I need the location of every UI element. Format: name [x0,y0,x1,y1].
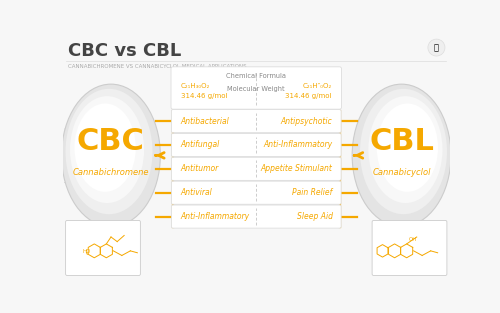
Text: 🌿: 🌿 [434,44,439,53]
Text: CANNABICHROMENE VS CANNABICYCLOL MEDICAL APPLICATIONS: CANNABICHROMENE VS CANNABICYCLOL MEDICAL… [68,64,247,69]
Text: C₂₁H″₀O₂: C₂₁H″₀O₂ [302,83,332,90]
FancyBboxPatch shape [66,220,140,275]
FancyBboxPatch shape [172,205,341,228]
FancyBboxPatch shape [172,181,341,204]
Text: C₂₁H₃₀O₂: C₂₁H₃₀O₂ [180,83,210,90]
Ellipse shape [70,96,144,203]
Text: Antibacterial: Antibacterial [180,117,228,126]
Text: Antifungal: Antifungal [180,141,219,150]
FancyBboxPatch shape [172,133,341,156]
Ellipse shape [352,84,451,227]
Text: Sleep Aid: Sleep Aid [296,212,332,221]
Text: OH: OH [409,237,418,242]
FancyBboxPatch shape [372,220,447,275]
Text: 314.46 g/mol: 314.46 g/mol [180,93,227,99]
Text: Chemical Formula: Chemical Formula [226,73,286,79]
Text: 314.46 g/mol: 314.46 g/mol [286,93,332,99]
Text: Appetite Stimulant: Appetite Stimulant [260,164,332,173]
Ellipse shape [74,104,136,192]
Text: Antitumor: Antitumor [180,164,218,173]
Text: Molecular Weight: Molecular Weight [228,86,285,92]
FancyBboxPatch shape [172,157,341,180]
FancyBboxPatch shape [172,110,341,133]
Text: Anti-Inflammatory: Anti-Inflammatory [180,212,249,221]
Text: Cannabichromene: Cannabichromene [72,168,149,177]
Ellipse shape [376,104,438,192]
Text: CBC vs CBL: CBC vs CBL [68,42,182,60]
Text: Anti-Inflammatory: Anti-Inflammatory [264,141,332,150]
Ellipse shape [368,96,442,203]
Ellipse shape [66,89,152,214]
Text: Antiviral: Antiviral [180,188,212,197]
FancyBboxPatch shape [171,67,342,109]
Ellipse shape [62,84,160,227]
Text: HO: HO [82,249,91,254]
Text: Adobe Stock | #411130798: Adobe Stock | #411130798 [64,127,68,183]
Text: Pain Relief: Pain Relief [292,188,333,197]
Ellipse shape [360,89,447,214]
Text: CBL: CBL [369,127,434,156]
Text: CBC: CBC [77,127,145,156]
Circle shape [428,39,445,56]
Text: Antipsychotic: Antipsychotic [281,117,332,126]
Text: Cannabicyclol: Cannabicyclol [372,168,431,177]
